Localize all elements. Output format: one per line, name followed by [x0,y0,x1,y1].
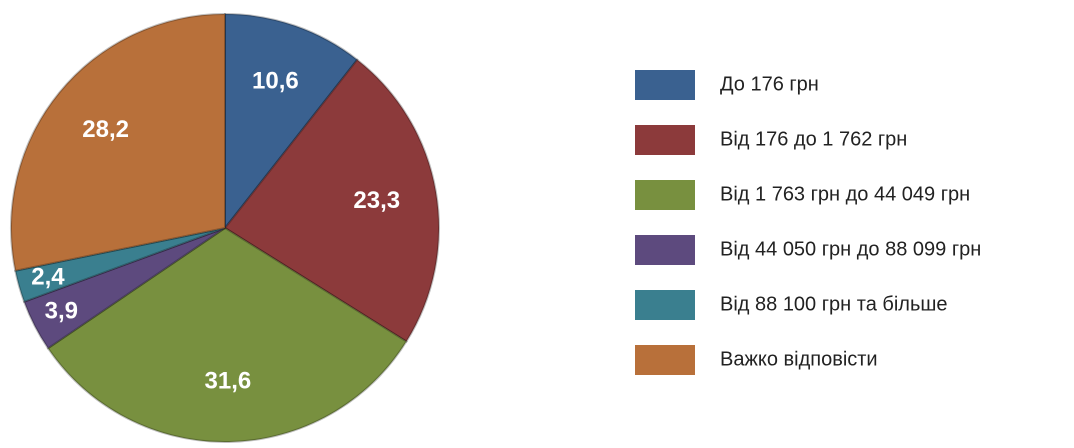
legend-swatch [635,235,695,265]
data-label: 28,2 [82,116,129,143]
legend-swatch [635,125,695,155]
legend-label: Важко відповісти [720,348,878,370]
data-label: 2,4 [31,264,65,291]
data-label: 3,9 [45,297,78,324]
legend-label: Від 44 050 грн до 88 099 грн [720,238,981,260]
pie-slice [14,227,226,304]
data-label: 10,6 [252,68,299,95]
pie-slice [224,12,359,231]
pie-slice [10,12,226,272]
legend-swatch [635,290,695,320]
legend-label: Від 1 763 грн до 44 049 грн [720,183,970,205]
legend-swatch [635,345,695,375]
pie-slice [46,226,408,443]
data-label: 31,6 [205,367,252,394]
legend-swatch [635,70,695,100]
pie-slice [223,58,440,343]
legend-label: Від 88 100 грн та більше [720,293,948,315]
data-label: 23,3 [353,187,400,214]
legend-label: Від 176 до 1 762 грн [720,128,907,150]
pie-slice [22,227,226,350]
legend-label: До 176 грн [720,73,819,95]
legend-swatch [635,180,695,210]
